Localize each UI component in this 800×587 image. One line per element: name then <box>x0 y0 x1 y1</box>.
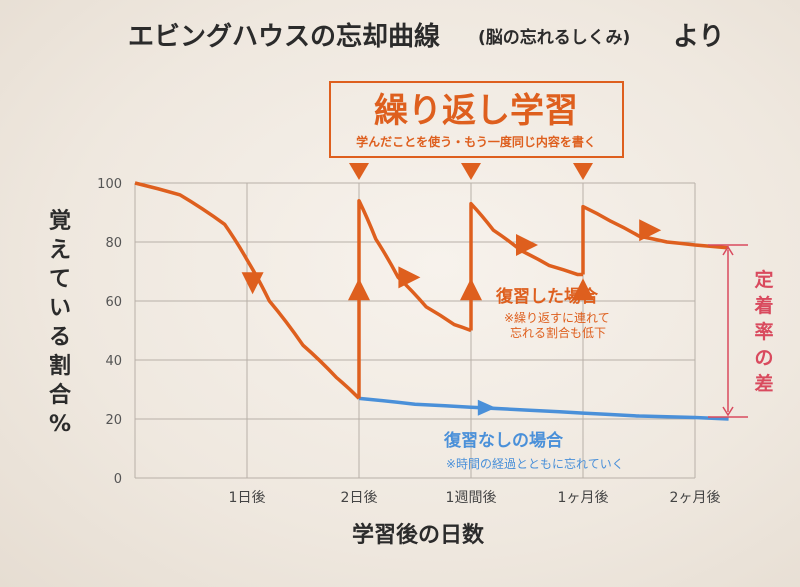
reviewed-annotation-note-2: 忘れる割合も低下 <box>510 325 606 340</box>
reviewed-arrow-right <box>398 266 421 289</box>
retention-difference-bracket <box>708 244 748 418</box>
x-tick-label: 1日後 <box>229 490 266 506</box>
chart-title-suffix: より <box>673 22 724 52</box>
reviewed-arrow-right <box>639 219 662 242</box>
x-axis-label: 学習後の日数 <box>352 522 485 548</box>
reviewed-arrow-right <box>516 233 538 256</box>
y-tick-label: 0 <box>114 472 122 487</box>
reviewed-series-line <box>581 204 729 275</box>
y-axis-label-char: % <box>49 412 71 437</box>
x-tick-label: 1週間後 <box>446 490 497 506</box>
repeat-learning-title: 繰り返し学習 <box>374 91 578 131</box>
review-marker <box>349 163 369 180</box>
y-axis-label-char: て <box>49 267 71 292</box>
review-marker <box>573 163 593 180</box>
x-tick-label: 1ヶ月後 <box>558 490 609 506</box>
repeat-learning-subtitle: 学んだことを使う・もう一度同じ内容を書く <box>356 134 596 149</box>
y-axis-label-char: 覚 <box>49 208 71 234</box>
y-tick-label: 100 <box>97 177 122 192</box>
reviewed-annotation-title: 復習した場合 <box>495 286 599 307</box>
y-axis-label-char: い <box>49 296 71 321</box>
not-reviewed-annotation-title: 復習なしの場合 <box>443 430 564 451</box>
reviewed-series-line <box>357 198 472 399</box>
y-axis-label-char: 合 <box>49 382 72 408</box>
reviewed-arrow-down <box>241 272 264 295</box>
reviewed-annotation-note-1: ※繰り返すに連れて <box>504 311 610 325</box>
y-tick-label: 60 <box>105 295 122 310</box>
not-reviewed-arrow <box>477 399 496 416</box>
y-axis-label-char: 割 <box>49 353 71 379</box>
chart-title-paren: (脳の忘れるしくみ) <box>478 27 630 48</box>
y-tick-label: 80 <box>105 236 122 251</box>
plot-area: 0 20 40 60 80 100 1日後 2日後 1週間後 1ヶ月後 2ヶ月後 <box>97 163 729 506</box>
not-reviewed-annotation-note: ※時間の経過とともに忘れていく <box>446 456 624 471</box>
reviewed-arrow-up <box>572 278 594 301</box>
repeat-learning-box <box>329 81 624 158</box>
x-tick-label: 2ヶ月後 <box>670 490 721 506</box>
reviewed-arrow-up <box>460 278 482 301</box>
retention-label-char: 差 <box>754 372 773 395</box>
retention-label-char: 率 <box>754 320 773 343</box>
retention-label-char: の <box>754 347 773 369</box>
chart-title: エビングハウスの忘却曲線 <box>128 21 440 52</box>
y-axis-label-char: る <box>49 325 71 350</box>
review-marker <box>461 163 481 180</box>
y-tick-label: 40 <box>105 354 122 369</box>
reviewed-series-line <box>469 201 583 331</box>
reviewed-arrow-up <box>348 278 370 301</box>
retention-label-char: 着 <box>754 294 773 317</box>
y-axis-label-char: え <box>49 238 71 263</box>
x-tick-label: 2日後 <box>341 490 378 506</box>
not-reviewed-series-line <box>358 396 729 421</box>
retention-label-char: 定 <box>754 268 773 291</box>
y-tick-label: 20 <box>105 413 122 428</box>
